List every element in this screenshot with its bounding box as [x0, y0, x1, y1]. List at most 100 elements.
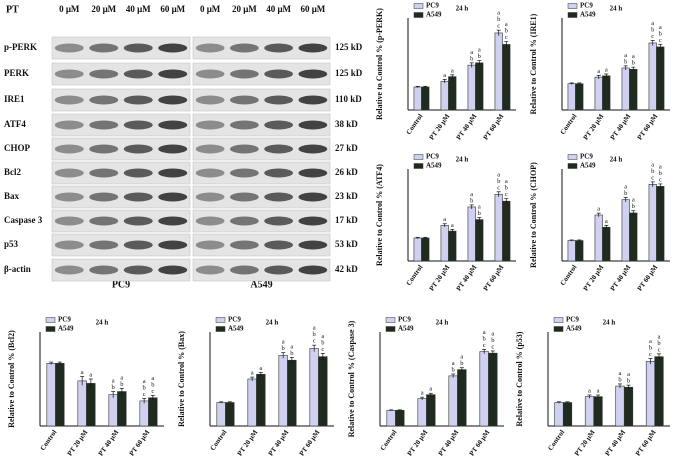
significance-letter: b: [313, 331, 316, 338]
blot-band: [89, 69, 119, 79]
bar: [77, 380, 87, 427]
x-tick-label: Control: [405, 263, 425, 287]
significance-letter: a: [632, 197, 635, 204]
x-tick-label: PT 40 μM: [603, 428, 627, 457]
dose-label: 40 μM: [126, 4, 151, 14]
significance-letter: b: [649, 345, 652, 352]
significance-letter: a: [649, 338, 652, 345]
y-axis-label: Relative to Control % (Caspase 3): [347, 320, 356, 437]
size-label: 110 kD: [335, 94, 362, 104]
significance-letter: b: [478, 210, 481, 217]
blot-band: [158, 168, 188, 178]
blot-band: [195, 240, 225, 250]
blot-band: [89, 144, 119, 154]
blot-band: [264, 120, 294, 130]
blot-band: [123, 192, 153, 202]
bar: [494, 32, 503, 111]
blot-strip: [192, 88, 331, 112]
chart-title: 24 h: [610, 156, 623, 164]
blot-strip: [192, 62, 331, 86]
significance-letter: a: [443, 72, 446, 79]
blot-band: [89, 95, 119, 105]
legend-label: A549: [566, 325, 582, 333]
significance-letter: a: [659, 24, 662, 31]
significance-letter: b: [452, 366, 455, 373]
blot-band: [229, 240, 259, 250]
x-tick-label: Control: [559, 263, 579, 287]
bar: [247, 378, 257, 427]
x-tick-label: PT 60 μM: [468, 428, 492, 457]
legend-label: A549: [426, 11, 442, 19]
significance-letter: a: [282, 339, 285, 346]
bar: [575, 240, 584, 262]
blot-band: [123, 120, 153, 130]
x-tick-label: Control: [405, 112, 425, 136]
blot-band: [89, 265, 119, 275]
size-label: 23 kD: [335, 191, 358, 201]
blot-band: [195, 69, 225, 79]
x-tick-label: PT 40 μM: [609, 112, 633, 141]
significance-letter: c: [321, 346, 324, 353]
legend-label: PC9: [580, 2, 593, 10]
bar: [467, 64, 476, 111]
significance-letter: a: [624, 183, 627, 190]
blot-band: [158, 265, 188, 275]
significance-letter: c: [659, 37, 662, 44]
blot-band: [298, 216, 328, 226]
blot-band: [158, 192, 188, 202]
significance-letter: b: [659, 170, 662, 177]
blot-band: [229, 69, 259, 79]
legend-swatch: [385, 317, 396, 323]
x-tick-label: PT 40 μM: [437, 428, 461, 457]
significance-letter: c: [497, 23, 500, 30]
bar: [567, 240, 576, 262]
blot-strip: [51, 36, 191, 60]
significance-letter: a: [478, 204, 481, 211]
blot-band: [123, 144, 153, 154]
protein-label: IRE1: [4, 94, 25, 104]
significance-letter: a: [624, 52, 627, 59]
x-tick-label: PT 40 μM: [97, 428, 121, 457]
x-tick-label: PT 40 μM: [609, 263, 633, 292]
bar: [139, 400, 149, 427]
blot-strip: [192, 161, 331, 185]
x-tick-label: Control: [546, 428, 566, 452]
significance-letter: a: [421, 390, 424, 397]
x-tick-label: Control: [39, 428, 59, 452]
blot-band: [195, 265, 225, 275]
dose-label: 20 μM: [91, 4, 116, 14]
blot-band: [298, 69, 328, 79]
bar: [309, 348, 319, 427]
significance-letter: c: [659, 176, 662, 183]
bar: [629, 212, 638, 262]
legend-swatch: [413, 154, 424, 160]
legend-label: PC9: [426, 153, 439, 161]
blot-band: [195, 192, 225, 202]
blot-strip: [192, 233, 331, 257]
blot-band: [195, 43, 225, 53]
legend-swatch: [413, 3, 424, 9]
bar: [567, 83, 576, 111]
blot-band: [89, 216, 119, 226]
blot-band: [229, 120, 259, 130]
bar: [448, 76, 457, 111]
blot-band: [158, 69, 188, 79]
dose-label: 0 μM: [200, 4, 221, 14]
significance-letter: a: [651, 20, 654, 27]
blot-band: [89, 43, 119, 53]
significance-letter: a: [259, 365, 262, 372]
significance-letter: b: [505, 185, 508, 192]
x-tick-label: PT 20 μM: [428, 263, 452, 292]
bar: [117, 391, 127, 427]
y-axis-label: Relative to Control % (Bax): [177, 331, 186, 427]
significance-letter: c: [497, 184, 500, 191]
blot-band: [123, 95, 153, 105]
significance-letter: b: [632, 60, 635, 67]
significance-letter: a: [81, 369, 84, 376]
blot-band: [123, 240, 153, 250]
chart-title: 24 h: [456, 5, 469, 13]
chart-title: 24 h: [266, 319, 279, 327]
blot-band: [229, 43, 259, 53]
x-tick-label: PT 20 μM: [582, 112, 606, 141]
significance-letter: a: [627, 371, 630, 378]
